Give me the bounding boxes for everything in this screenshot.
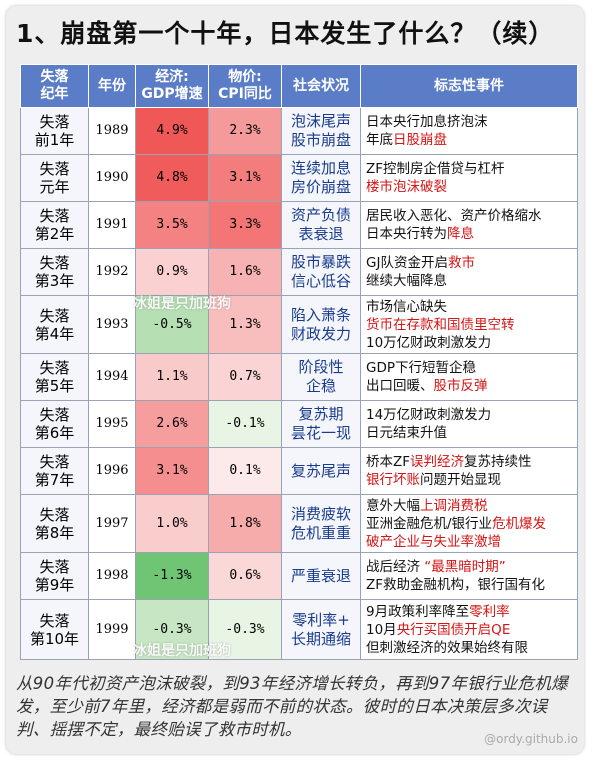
table-row: 失落 第3年 1992 0.9% 1.6% 股市暴跌 信心低谷 GJ队资金开启救市 继续大幅降息 — [20, 248, 578, 296]
event-cell: 日本央行加息挤泡沫 年底日股崩盘 — [360, 107, 578, 155]
year-cell: 1995 — [88, 400, 136, 448]
gdp-cell: 4.8% — [135, 154, 209, 202]
event-cell: 桥本ZF误判经济复苏持续性 银行坏账问题开始显现 — [360, 447, 578, 495]
table-header-row: 失落 纪年 年份 经济: GDP增速 物价: CPI同比 社会状况 标志性事件 — [20, 64, 578, 108]
cpi-cell: 0.1% — [208, 447, 282, 495]
table-row: 失落 第10年 1999 -0.3% -0.3% 零利率+ 长期通缩 9月政策利率降至零利率 1… — [20, 599, 578, 660]
footer-text: 从90年代初资产泡沫破裂，到93年经济增长转负，再到97年银行业危机爆发，至少前… — [16, 674, 568, 739]
table-row: 失落 前1年 1989 4.9% 2.3% 泡沫尾声 股市崩盘 日本央行加息挤泡沫 年底日股崩盘 — [20, 107, 578, 155]
year-cell: 1990 — [88, 154, 136, 202]
header-year: 年份 — [88, 64, 136, 108]
cpi-cell: -0.1% — [208, 400, 282, 448]
social-cell: 股市暴跌 信心低谷 — [281, 248, 361, 296]
gdp-cell: 3.1% — [135, 447, 209, 495]
gdp-cell: 3.5% — [135, 201, 209, 249]
header-gdp: 经济: GDP增速 — [135, 64, 209, 108]
era-cell: 失落 第6年 — [20, 400, 89, 448]
gdp-cell: -0.3% — [135, 599, 209, 660]
gdp-cell: 1.1% — [135, 353, 209, 401]
cpi-cell: 3.3% — [208, 201, 282, 249]
event-cell: 市场信心缺失 货币在存款和国债里空转 10万亿财政刺激发力 — [360, 295, 578, 354]
header-era: 失落 纪年 — [20, 64, 89, 108]
era-cell: 失落 第4年 — [20, 295, 89, 354]
year-cell: 1989 — [88, 107, 136, 155]
year-cell: 1992 — [88, 248, 136, 296]
era-cell: 失落 元年 — [20, 154, 89, 202]
gdp-cell: -1.3% — [135, 552, 209, 600]
table-row: 失落 第2年 1991 3.5% 3.3% 资产负债 表衰退 居民收入恶化、资产价格缩水 日本央… — [20, 201, 578, 249]
event-cell: 9月政策利率降至零利率 10月央行买国债开启QE 但刺激经济的效果始终有限 — [360, 599, 578, 660]
cpi-cell: 0.7% — [208, 353, 282, 401]
table-row: 失落 第5年 1994 1.1% 0.7% 阶段性 企稳 GDP下行短暂企稳 出口回暖、股市反弹 — [20, 353, 578, 401]
gdp-cell: 2.6% — [135, 400, 209, 448]
gdp-cell: 1.0% — [135, 494, 209, 553]
event-cell: ZF控制房企借贷与杠杆 楼市泡沫破裂 — [360, 154, 578, 202]
era-cell: 失落 第2年 — [20, 201, 89, 249]
header-cpi: 物价: CPI同比 — [208, 64, 282, 108]
era-cell: 失落 第3年 — [20, 248, 89, 296]
event-cell: GDP下行短暂企稳 出口回暖、股市反弹 — [360, 353, 578, 401]
year-cell: 1998 — [88, 552, 136, 600]
gdp-cell: 0.9% — [135, 248, 209, 296]
social-cell: 复苏期 昙花一现 — [281, 400, 361, 448]
social-cell: 泡沫尾声 股市崩盘 — [281, 107, 361, 155]
era-cell: 失落 第7年 — [20, 447, 89, 495]
table-row: 失落 第7年 1996 3.1% 0.1% 复苏尾声 桥本ZF误判经济复苏持续性 银行坏账问题… — [20, 447, 578, 495]
social-cell: 复苏尾声 — [281, 447, 361, 495]
year-cell: 1993 — [88, 295, 136, 354]
watermark-1: 冰姐是只加班狗 — [133, 296, 231, 312]
year-cell: 1997 — [88, 494, 136, 553]
year-cell: 1994 — [88, 353, 136, 401]
gdp-cell: 4.9% — [135, 107, 209, 155]
header-social: 社会状况 — [281, 64, 361, 108]
cpi-cell: 3.1% — [208, 154, 282, 202]
social-cell: 资产负债 表衰退 — [281, 201, 361, 249]
year-cell: 1996 — [88, 447, 136, 495]
table-row: 失落 第8年 1997 1.0% 1.8% 消费疲软 危机重重 意外大幅上调消费税 亚洲金融危机… — [20, 494, 578, 553]
card: 1、崩盘第一个十年，日本发生了什么？（续） 失落 纪年 年份 经济: GDP增速 物… — [6, 6, 584, 754]
social-cell: 陷入萧条 财政发力 — [281, 295, 361, 354]
header-event: 标志性事件 — [360, 64, 578, 108]
table-row: 失落 第4年 1993 -0.5% 1.3% 陷入萧条 财政发力 市场信心缺失 货币在存款和国债… — [20, 295, 578, 354]
data-table: 失落 纪年 年份 经济: GDP增速 物价: CPI同比 社会状况 标志性事件 失落前… — [20, 64, 578, 660]
era-cell: 失落 第5年 — [20, 353, 89, 401]
cpi-cell: 1.8% — [208, 494, 282, 553]
page-title: 1、崩盘第一个十年，日本发生了什么？（续） — [16, 19, 555, 48]
era-cell: 失落 第8年 — [20, 494, 89, 553]
cpi-cell: 2.3% — [208, 107, 282, 155]
cpi-cell: 0.6% — [208, 552, 282, 600]
event-cell: 意外大幅上调消费税 亚洲金融危机/银行业危机爆发 破产企业与失业率激增 — [360, 494, 578, 553]
watermark-2: 冰姐是只加班狗 — [133, 643, 231, 659]
social-cell: 消费疲软 危机重重 — [281, 494, 361, 553]
table-row: 失落 元年 1990 4.8% 3.1% 连续加息 房价崩盘 ZF控制房企借贷与杠杆 楼市泡沫破… — [20, 154, 578, 202]
event-cell: 居民收入恶化、资产价格缩水 日本央行转为降息 — [360, 201, 578, 249]
era-cell: 失落 前1年 — [20, 107, 89, 155]
social-cell: 连续加息 房价崩盘 — [281, 154, 361, 202]
site-mark: @ordy.github.io — [484, 732, 578, 746]
event-cell: 14万亿财政刺激发力 日元结束升值 — [360, 400, 578, 448]
table-row: 失落 第6年 1995 2.6% -0.1% 复苏期 昙花一现 14万亿财政刺激发力 日元结束升… — [20, 400, 578, 448]
cpi-cell: 1.6% — [208, 248, 282, 296]
social-cell: 严重衰退 — [281, 552, 361, 600]
era-cell: 失落 第10年 — [20, 599, 89, 660]
social-cell: 零利率+ 长期通缩 — [281, 599, 361, 660]
event-cell: GJ队资金开启救市 继续大幅降息 — [360, 248, 578, 296]
year-cell: 1991 — [88, 201, 136, 249]
year-cell: 1999 — [88, 599, 136, 660]
event-cell: 战后经济 “最黑暗时期” ZF救助金融机构，银行国有化 — [360, 552, 578, 600]
social-cell: 阶段性 企稳 — [281, 353, 361, 401]
table-row: 失落 第9年 1998 -1.3% 0.6% 严重衰退 战后经济 “最黑暗时期” ZF救助金融… — [20, 552, 578, 600]
era-cell: 失落 第9年 — [20, 552, 89, 600]
gdp-cell: -0.5% — [135, 295, 209, 354]
